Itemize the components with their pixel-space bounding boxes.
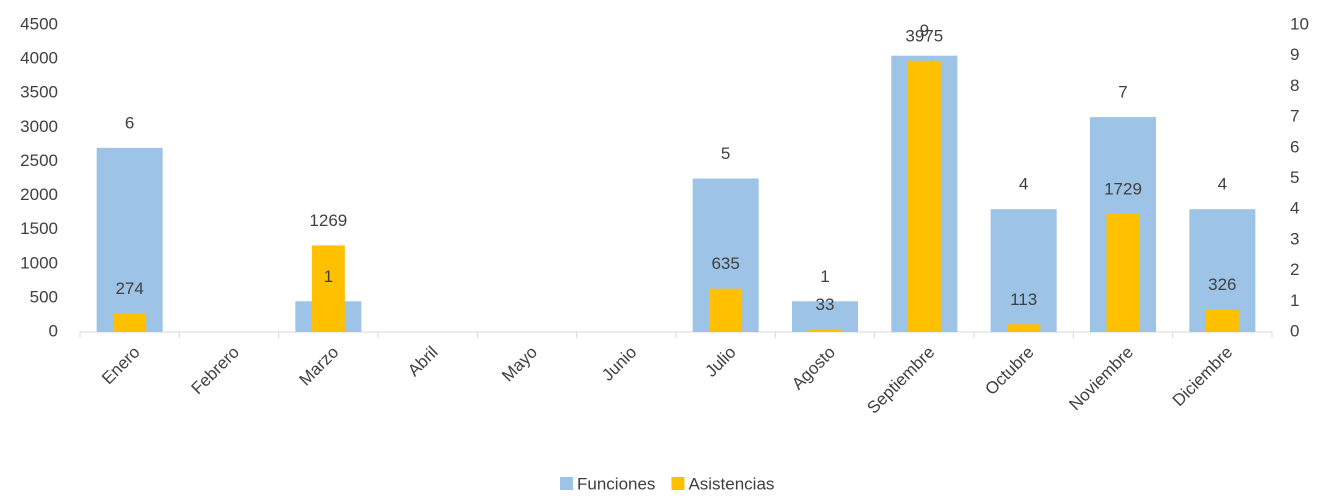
bar (1106, 214, 1140, 332)
x-tick-label: Octubre (981, 343, 1037, 399)
y2-tick-label: 0 (1290, 321, 1299, 340)
data-label: 7 (1118, 83, 1127, 102)
data-label: 6 (125, 113, 134, 132)
data-label: 274 (115, 279, 143, 298)
y2-tick-label: 1 (1290, 291, 1299, 310)
y-tick-label: 0 (49, 321, 58, 340)
y-tick-label: 2500 (20, 151, 58, 170)
x-tick-label: Febrero (187, 343, 243, 399)
y-tick-label: 4000 (20, 49, 58, 68)
x-tick-label: Noviembre (1065, 343, 1137, 415)
data-label: 1 (324, 267, 333, 286)
x-tick-label: Abril (404, 343, 441, 380)
x-tick-label: Agosto (788, 343, 839, 394)
y2-tick-label: 4 (1290, 199, 1299, 218)
y2-tick-label: 5 (1290, 168, 1299, 187)
bar (1007, 324, 1041, 332)
bar (1205, 309, 1239, 332)
data-label: 1729 (1104, 180, 1142, 199)
y-tick-label: 4500 (20, 14, 58, 33)
x-tick-label: Septiembre (863, 343, 938, 418)
x-tick-label: Diciembre (1169, 343, 1237, 411)
legend-label: Funciones (577, 474, 655, 493)
x-tick-label: Mayo (498, 343, 541, 386)
y2-tick-label: 9 (1290, 45, 1299, 64)
bar (990, 209, 1057, 332)
data-label: 5 (721, 144, 730, 163)
legend-swatch (671, 477, 685, 490)
y-tick-label: 500 (30, 287, 58, 306)
bar (709, 288, 743, 332)
data-label: 326 (1208, 275, 1236, 294)
data-label: 3975 (905, 26, 943, 45)
bar (808, 329, 842, 332)
data-label: 4 (1218, 175, 1227, 194)
bar (792, 301, 858, 332)
y2-tick-label: 3 (1290, 229, 1299, 248)
bar (96, 147, 163, 332)
y2-tick-label: 6 (1290, 137, 1299, 156)
data-label: 33 (816, 295, 835, 314)
data-label: 9 (920, 21, 929, 40)
bar (113, 313, 147, 332)
y-tick-label: 1500 (20, 219, 58, 238)
x-tick-label: Marzo (295, 343, 342, 390)
y2-tick-label: 2 (1290, 260, 1299, 279)
data-label: 635 (711, 254, 739, 273)
data-label: 113 (1010, 290, 1037, 309)
y2-tick-label: 7 (1290, 107, 1299, 126)
data-label: 1269 (309, 211, 347, 230)
y2-tick-label: 8 (1290, 76, 1299, 95)
y-tick-label: 3500 (20, 83, 58, 102)
y-tick-label: 3000 (20, 117, 58, 136)
y-tick-label: 1000 (20, 253, 58, 272)
x-tick-label: Julio (702, 343, 740, 381)
legend-label: Asistencias (688, 474, 774, 493)
bar (311, 245, 345, 332)
y2-tick-label: 10 (1290, 14, 1309, 33)
x-tick-label: Enero (98, 343, 144, 389)
legend-swatch (560, 477, 573, 490)
bar (907, 60, 941, 333)
data-label: 4 (1019, 175, 1028, 194)
data-label: 1 (820, 267, 829, 286)
y-tick-label: 2000 (20, 185, 58, 204)
x-tick-label: Junio (598, 343, 640, 385)
